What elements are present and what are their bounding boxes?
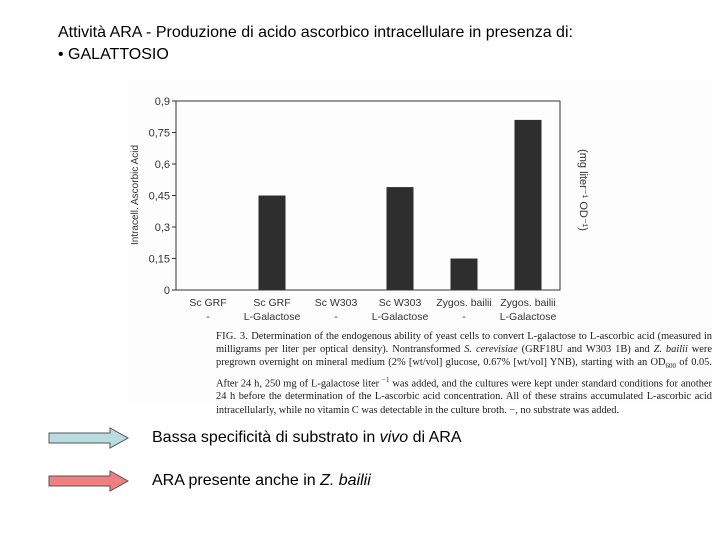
x-tick-sublabel: L-Galactose xyxy=(500,311,557,323)
arrow-right-icon xyxy=(48,470,130,492)
bar xyxy=(450,258,478,290)
y-axis-unit-label: (mg liter⁻¹ OD⁻¹) xyxy=(577,149,589,231)
bar xyxy=(258,195,286,290)
bullet-item-2: ARA presente anche in Z. bailii xyxy=(48,470,371,492)
caption-text-2: (GRF18U and W303 1B) and xyxy=(517,344,654,356)
x-tick-label: Sc GRF xyxy=(189,297,226,309)
caption-species-1: S. cerevisiae xyxy=(464,344,518,356)
bullet-2-italic: Z. bailii xyxy=(320,472,371,489)
bullet-1-text: Bassa specificità di substrato in xyxy=(152,429,380,446)
x-tick-sublabel: - xyxy=(334,311,338,323)
x-tick-sublabel: - xyxy=(462,311,466,323)
y-tick-label: 0 xyxy=(164,285,170,297)
bar xyxy=(514,119,542,291)
y-tick-label: 0,45 xyxy=(149,191,170,203)
caption-text-4: of 0.05. After 24 h, 250 mg of L-galacto… xyxy=(216,357,712,390)
caption-fig-label: FIG. 3. xyxy=(216,331,249,342)
caption-od-subscript: 600 xyxy=(665,362,676,371)
x-tick-label: Sc W303 xyxy=(379,297,422,309)
caption-text-3: were pregrown overnight on mineral mediu… xyxy=(216,344,712,369)
chart-bars xyxy=(258,119,542,291)
chart-x-labels: Sc GRF - Sc GRF L-Galactose Sc W303 - Sc W303 L… xyxy=(189,297,556,323)
bar xyxy=(386,187,414,290)
caption-species-2: Z. bailii xyxy=(653,344,688,356)
bullet-label-1: Bassa specificità di substrato in vivo d… xyxy=(152,427,461,449)
x-tick-label: Sc W303 xyxy=(315,297,358,309)
figure-caption: FIG. 3. Determination of the endogenous … xyxy=(216,330,712,417)
x-tick-sublabel: L-Galactose xyxy=(372,311,429,323)
plot-frame xyxy=(175,100,561,291)
x-tick-label: Sc GRF xyxy=(253,297,290,309)
chart-axes xyxy=(175,100,561,291)
bullet-label-2: ARA presente anche in Z. bailii xyxy=(152,470,371,492)
caption-text-1: Determination of the endogenous ability … xyxy=(216,331,712,356)
slide-title: Attività ARA - Produzione di acido ascor… xyxy=(58,22,573,66)
y-tick-label: 0,6 xyxy=(155,159,170,171)
y-tick-label: 0,3 xyxy=(155,222,170,234)
y-tick-label: 0,9 xyxy=(155,96,170,108)
slide-title-line2: • GALATTOSIO xyxy=(58,46,169,63)
y-tick-label: 0,15 xyxy=(149,254,170,266)
chart-ticks: 0 0,15 0,3 0,45 0,6 0,75 0,9 xyxy=(149,96,176,297)
x-tick-sublabel: L-Galactose xyxy=(244,311,301,323)
x-tick-label: Zygos. bailii xyxy=(436,297,491,309)
bullet-1-text-after: di ARA xyxy=(408,429,462,446)
arrow-right-icon xyxy=(48,427,130,449)
slide-title-line1: Attività ARA - Produzione di acido ascor… xyxy=(58,24,573,41)
x-tick-sublabel: - xyxy=(206,311,210,323)
caption-superscript: −1 xyxy=(382,375,390,384)
scanned-figure-background xyxy=(128,80,712,404)
y-tick-label: 0,75 xyxy=(149,128,170,140)
bullet-2-text: ARA presente anche in xyxy=(152,472,321,489)
bar-chart: 0 0,15 0,3 0,45 0,6 0,75 0,9 Sc GRF - Sc GRF L-Ga… xyxy=(130,96,589,323)
caption-text-5: was added, and the cultures were kept un… xyxy=(216,378,712,416)
bullet-item-1: Bassa specificità di substrato in vivo d… xyxy=(48,427,461,449)
bullet-1-italic: vivo xyxy=(379,429,409,446)
y-axis-label: Intracell. Ascorbic Acid xyxy=(130,145,141,245)
x-tick-label: Zygos. bailii xyxy=(500,297,555,309)
